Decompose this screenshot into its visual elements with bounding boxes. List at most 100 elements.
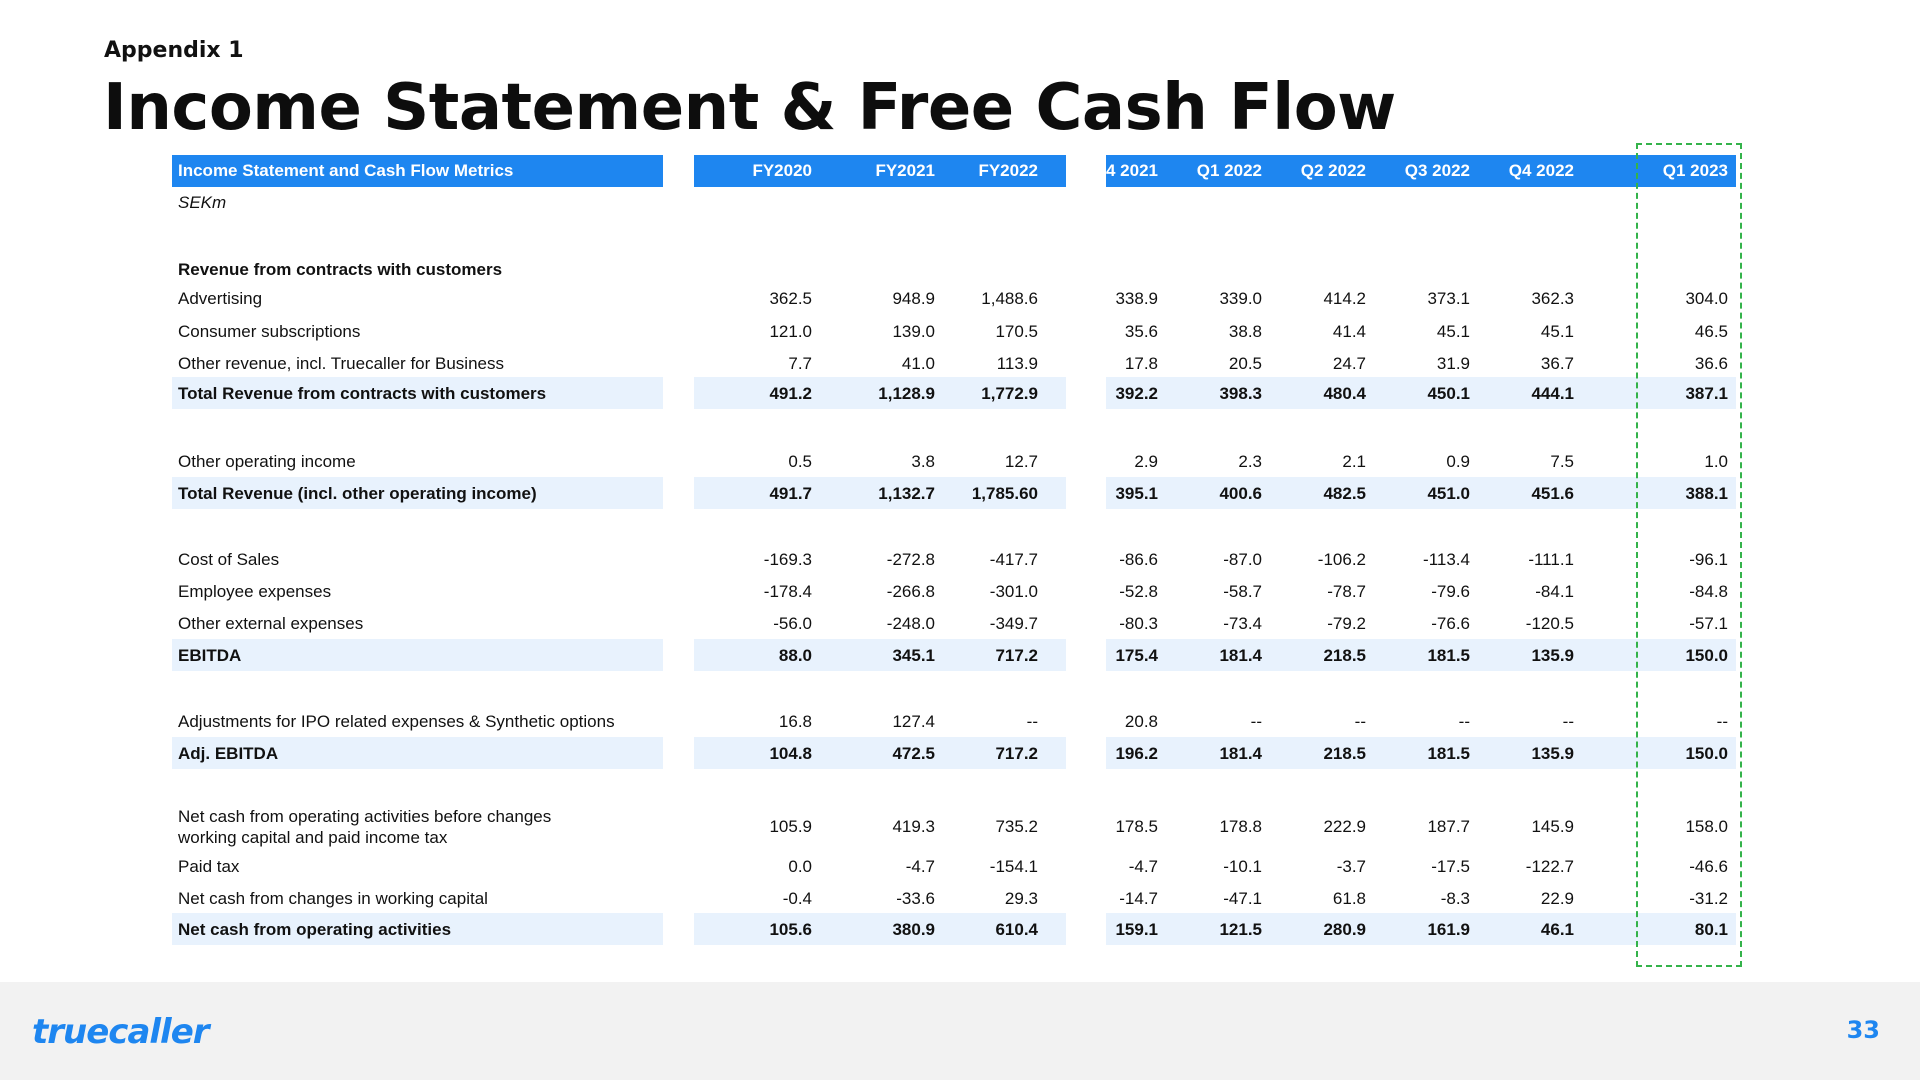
table-row: Total Revenue from contracts with custom… (172, 377, 1736, 409)
value-cell: 444.1 (1531, 384, 1574, 403)
value-cell: -113.4 (1423, 550, 1470, 569)
value-cell: 1,132.7 (878, 484, 935, 503)
value-cell: -- (1354, 712, 1366, 731)
row-label: Other operating income (178, 452, 356, 471)
metrics-table: Income Statement and Cash Flow Metrics F… (172, 155, 1742, 955)
value-cell: -79.2 (1327, 614, 1366, 633)
row-band (1106, 737, 1736, 769)
value-cell: -417.7 (989, 550, 1038, 569)
value-cell: -96.1 (1689, 550, 1728, 569)
value-cell: -248.0 (886, 614, 935, 633)
value-cell: 20.5 (1228, 354, 1262, 373)
column-header: FY2022 (978, 161, 1038, 180)
value-cell: 150.0 (1685, 646, 1728, 665)
value-cell: 3.8 (911, 452, 935, 471)
row-label: Revenue from contracts with customers (178, 260, 503, 279)
value-cell: 29.3 (1004, 889, 1038, 908)
value-cell: 2.3 (1238, 452, 1262, 471)
value-cell: 80.1 (1694, 920, 1728, 939)
value-cell: 0.5 (788, 452, 812, 471)
value-cell: -33.6 (896, 889, 935, 908)
row-label: Other external expenses (178, 614, 364, 633)
table-row: Cost of Sales -169.3 -272.8 -417.7 -86.6 -87.… (172, 543, 1736, 575)
value-cell: 398.3 (1219, 384, 1262, 403)
value-cell: 7.7 (788, 354, 812, 373)
value-cell: 181.4 (1219, 744, 1262, 763)
value-cell: 339.0 (1219, 289, 1262, 308)
value-cell: 395.1 (1115, 484, 1158, 503)
table-row: Net cash from operating activities befor… (172, 802, 1736, 850)
value-cell: -169.3 (763, 550, 812, 569)
value-cell: -58.7 (1223, 582, 1262, 601)
value-cell: -- (1458, 712, 1470, 731)
row-band (1106, 477, 1736, 509)
value-cell: 16.8 (778, 712, 812, 731)
footer-bar (0, 982, 1920, 1080)
value-cell: -80.3 (1119, 614, 1158, 633)
value-cell: 178.5 (1115, 817, 1158, 836)
row-label: Total Revenue (incl. other operating inc… (178, 484, 537, 503)
value-cell: 1,785.60 (971, 484, 1038, 503)
value-cell: 135.9 (1531, 646, 1574, 665)
value-cell: 482.5 (1323, 484, 1366, 503)
row-label: Paid tax (178, 857, 240, 876)
value-cell: -272.8 (886, 550, 935, 569)
row-label: Total Revenue from contracts with custom… (178, 384, 547, 403)
value-cell: 113.9 (996, 354, 1038, 373)
value-cell: 36.6 (1694, 354, 1728, 373)
value-cell: -4.7 (1128, 857, 1158, 876)
value-cell: 414.2 (1323, 289, 1366, 308)
value-cell: 105.9 (769, 817, 812, 836)
column-header: Q4 2021 (1092, 161, 1158, 180)
value-cell: 46.1 (1540, 920, 1574, 939)
column-header: Q3 2022 (1404, 161, 1470, 180)
value-cell: -86.6 (1119, 550, 1158, 569)
value-cell: -- (1562, 712, 1574, 731)
value-cell: 0.9 (1446, 452, 1470, 471)
page-number: 33 (1846, 1016, 1880, 1044)
value-cell: 61.8 (1332, 889, 1366, 908)
value-cell: 345.1 (892, 646, 935, 665)
row-band (1106, 913, 1736, 945)
value-cell: -14.7 (1119, 889, 1158, 908)
value-cell: 735.2 (995, 817, 1038, 836)
value-cell: 121.0 (769, 322, 812, 341)
column-header: Q1 2023 (1662, 161, 1728, 180)
value-cell: 948.9 (892, 289, 935, 308)
value-cell: -73.4 (1223, 614, 1262, 633)
table-row: Adjustments for IPO related expenses & S… (172, 705, 1736, 737)
q1-2023-highlight-box (1636, 143, 1742, 967)
value-cell: 178.8 (1219, 817, 1262, 836)
value-cell: -3.7 (1336, 857, 1366, 876)
value-cell: -301.0 (989, 582, 1038, 601)
value-cell: 387.1 (1685, 384, 1728, 403)
value-cell: 105.6 (769, 920, 812, 939)
value-cell: 135.9 (1531, 744, 1574, 763)
value-cell: -106.2 (1317, 550, 1366, 569)
value-cell: -349.7 (989, 614, 1038, 633)
value-cell: 139.0 (892, 322, 935, 341)
value-cell: 362.3 (1531, 289, 1574, 308)
value-cell: 222.9 (1323, 817, 1366, 836)
value-cell: 1,772.9 (981, 384, 1038, 403)
value-cell: 717.2 (995, 646, 1038, 665)
value-cell: -84.8 (1689, 582, 1728, 601)
value-cell: -8.3 (1440, 889, 1470, 908)
value-cell: -178.4 (763, 582, 812, 601)
page-title: Income Statement & Free Cash Flow (103, 71, 1396, 145)
table-row: Net cash from changes in working capital… (172, 882, 1736, 914)
row-label: Adj. EBITDA (178, 744, 279, 763)
value-cell: -57.1 (1689, 614, 1728, 633)
value-cell: 280.9 (1323, 920, 1366, 939)
value-cell: 36.7 (1540, 354, 1574, 373)
row-label: Other revenue, incl. Truecaller for Busi… (178, 354, 504, 373)
value-cell: -122.7 (1525, 857, 1574, 876)
value-cell: 491.2 (769, 384, 812, 403)
value-cell: 46.5 (1694, 322, 1728, 341)
value-cell: 145.9 (1531, 817, 1574, 836)
row-band (694, 639, 1066, 671)
value-cell: 159.1 (1115, 920, 1158, 939)
value-cell: 1,128.9 (878, 384, 935, 403)
row-label: Employee expenses (178, 582, 332, 601)
row-band (172, 639, 663, 671)
